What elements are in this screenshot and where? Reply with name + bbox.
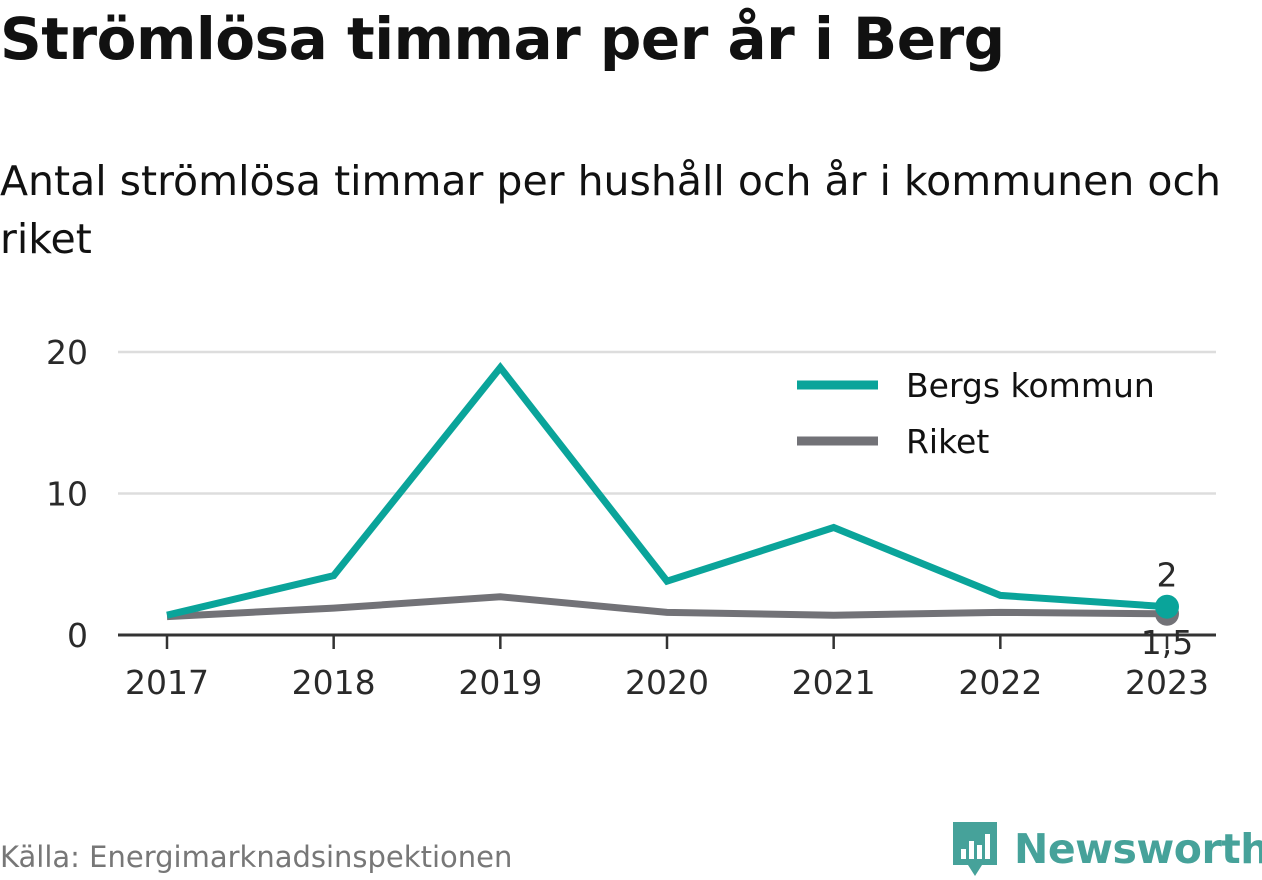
y-tick-label: 10 [46,475,88,514]
series-line [166,361,1168,619]
legend-label: Bergs kommun [906,366,1155,405]
x-tick-label: 2023 [1125,663,1209,702]
end-point-marker [1155,594,1179,619]
source-note: Källa: Energimarknadsinspektionen [0,840,513,874]
end-point-label: 1,5 [1141,623,1193,662]
x-tick-label: 2019 [458,663,542,702]
newsworthy-logo-icon [953,822,997,876]
chart-title: Strömlösa timmar per år i Berg [0,5,1005,73]
y-tick-label: 0 [67,616,88,655]
brand-logo: Newsworthy [950,818,1262,880]
chart-subtitle: Antal strömlösa timmar per hushåll och å… [0,157,1221,264]
y-tick-label: 20 [46,333,88,372]
end-point-label: 2 [1157,556,1178,595]
x-tick-label: 2017 [125,663,209,702]
brand-name: Newsworthy [1014,825,1262,873]
legend-label: Riket [906,422,989,461]
x-tick-label: 2021 [792,663,876,702]
x-tick-label: 2022 [958,663,1042,702]
x-tick-label: 2020 [625,663,709,702]
series-line [166,593,1168,621]
x-tick-label: 2018 [292,663,376,702]
